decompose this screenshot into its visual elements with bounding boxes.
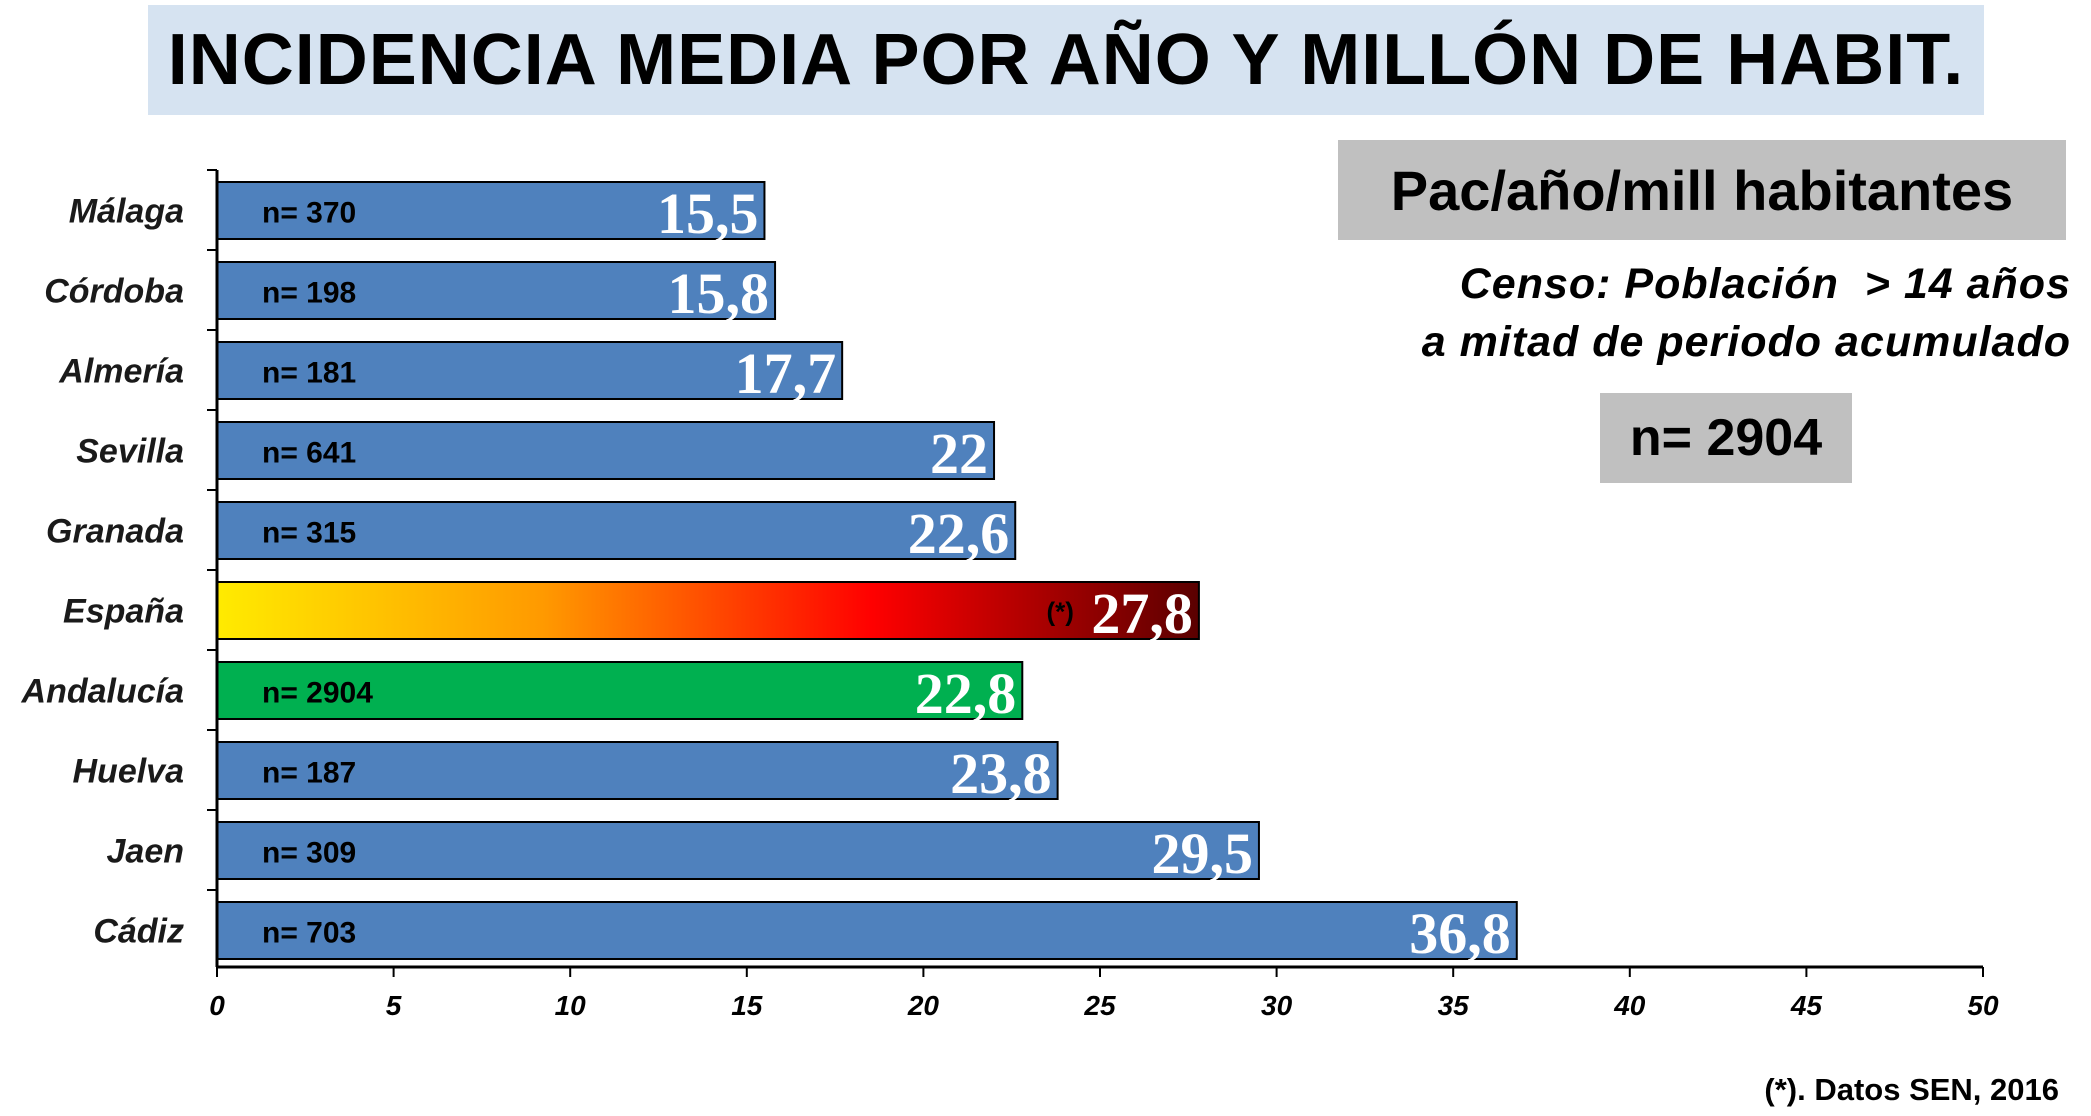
bar	[216, 181, 766, 240]
value-label: 22,8	[915, 661, 1017, 726]
value-label: 27,8	[1091, 581, 1193, 646]
x-tick-label: 15	[731, 990, 763, 1021]
census-note: Censo: Población > 14 años a mitad de pe…	[1422, 255, 2071, 371]
bar	[216, 901, 1518, 960]
title-banner: INCIDENCIA MEDIA POR AÑO Y MILLÓN DE HAB…	[148, 5, 1984, 115]
category-label: Sevilla	[76, 433, 184, 471]
bar	[216, 741, 1059, 800]
x-tick-label: 50	[1967, 990, 1999, 1021]
chart-title: INCIDENCIA MEDIA POR AÑO Y MILLÓN DE HAB…	[167, 20, 1965, 100]
category-label: Huelva	[73, 753, 185, 791]
category-label: Granada	[46, 513, 184, 551]
value-label: 22	[930, 421, 988, 486]
n-label: n= 309	[262, 837, 356, 870]
bar-group: Andalucía n= 2904 22,8	[21, 661, 1024, 726]
bar-group: Huelva n= 187 23,8	[73, 741, 1059, 806]
bar	[216, 661, 1024, 720]
census-line-2: a mitad de periodo acumulado	[1421, 318, 2071, 366]
x-tick-label: 40	[1613, 990, 1646, 1021]
n-label: n= 198	[262, 277, 356, 310]
x-tick-label: 5	[386, 990, 402, 1021]
bar-group: Cádiz n= 703 36,8	[93, 901, 1518, 966]
axis-layer: 0 5 10 15 20 25 30 35 40 45 50	[207, 169, 1999, 1021]
x-tick-label: 30	[1261, 990, 1293, 1021]
n-label: n= 2904	[262, 677, 373, 710]
bar-group: España 27,8 (*)	[63, 581, 1200, 646]
census-line-1: Censo: Población > 14 años	[1459, 260, 2071, 308]
x-tick-label: 20	[907, 990, 940, 1021]
value-label: 23,8	[950, 741, 1052, 806]
category-label: Almería	[58, 353, 184, 391]
n-label: n= 315	[262, 517, 356, 550]
x-tick-label: 35	[1438, 990, 1470, 1021]
x-tick-label: 0	[209, 990, 225, 1021]
bar-group: Jaen n= 309 29,5	[107, 821, 1260, 886]
category-label: Córdoba	[44, 273, 184, 311]
n-label: n= 641	[262, 437, 356, 470]
category-label: Málaga	[69, 193, 184, 231]
bar	[216, 581, 1200, 640]
units-box: Pac/año/mill habitantes	[1338, 140, 2066, 240]
total-n-box: n= 2904	[1600, 393, 1852, 483]
n-label: n= 181	[262, 357, 356, 390]
bar	[216, 261, 777, 320]
category-label: Jaen	[107, 833, 185, 871]
n-label: n= 370	[262, 197, 356, 230]
bar	[216, 341, 844, 400]
bar-group: Almería n= 181 17,7	[58, 341, 844, 406]
bar-group: Granada n= 315 22,6	[46, 501, 1017, 566]
value-label: 15,8	[668, 261, 770, 326]
category-label: Andalucía	[21, 673, 184, 711]
bar	[216, 821, 1260, 880]
bars-layer: Málaga n= 370 15,5 Córdoba n= 198 15,8 Almería…	[21, 181, 1518, 966]
value-label: 17,7	[735, 341, 837, 406]
annotation-label: (*)	[1046, 597, 1073, 627]
bar-group: Córdoba n= 198 15,8	[44, 261, 777, 326]
bar	[216, 501, 1017, 560]
value-label: 36,8	[1409, 901, 1511, 966]
bar-group: Sevilla n= 641 22	[76, 421, 996, 486]
bar-group: Málaga n= 370 15,5	[69, 181, 766, 246]
category-label: España	[63, 593, 184, 631]
n-label: n= 703	[262, 917, 356, 950]
category-label: Cádiz	[93, 913, 184, 951]
bar	[216, 421, 996, 480]
total-n-label: n= 2904	[1629, 409, 1823, 467]
x-tick-label: 25	[1083, 990, 1116, 1021]
n-label: n= 187	[262, 757, 356, 790]
source-note: (*). Datos SEN, 2016	[1764, 1072, 2059, 1107]
x-tick-label: 45	[1790, 990, 1823, 1021]
value-label: 22,6	[908, 501, 1010, 566]
x-tick-label: 10	[555, 990, 587, 1021]
value-label: 29,5	[1151, 821, 1253, 886]
value-label: 15,5	[657, 181, 759, 246]
units-label: Pac/año/mill habitantes	[1390, 158, 2014, 222]
